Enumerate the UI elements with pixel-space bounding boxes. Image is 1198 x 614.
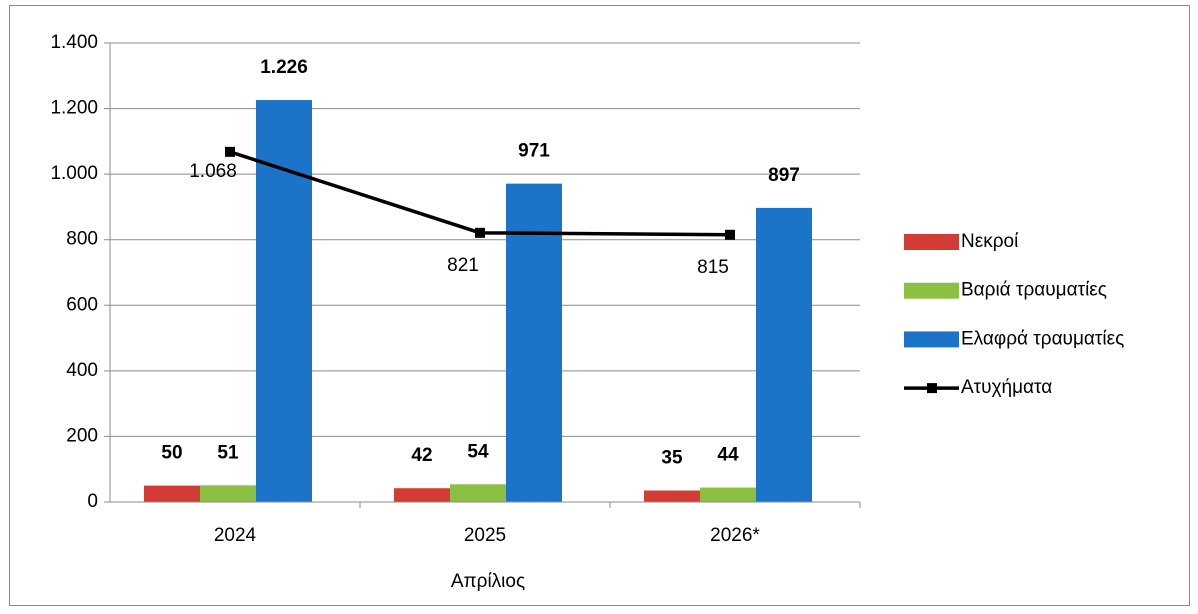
legend-marker	[927, 383, 937, 394]
y-tick-label: 0	[87, 491, 98, 512]
bar	[200, 485, 256, 502]
y-tick-label: 1.000	[50, 163, 98, 184]
line-value-label: 1.068	[189, 161, 237, 182]
legend-swatch	[904, 282, 959, 299]
bar	[256, 100, 312, 502]
x-tick-label: 2025	[464, 525, 506, 546]
bar	[144, 485, 200, 502]
bar-value-label: 1.226	[260, 57, 308, 78]
bar	[700, 487, 756, 502]
bar-value-label: 42	[411, 445, 432, 466]
bar-value-label: 51	[217, 442, 239, 463]
y-tick-label: 600	[66, 294, 98, 315]
y-tick-label: 200	[66, 425, 98, 446]
bar-value-label: 54	[467, 441, 489, 462]
bar	[756, 207, 812, 502]
legend-swatch	[904, 331, 959, 348]
line-marker	[475, 227, 485, 238]
x-tick-label: 2026*	[710, 525, 760, 546]
line-value-label: 815	[697, 257, 729, 278]
x-axis-title: Απρίλιος	[451, 571, 525, 592]
line-marker	[725, 229, 735, 240]
y-tick-label: 1.200	[50, 98, 98, 119]
line-value-label: 821	[447, 255, 479, 276]
line-marker	[225, 146, 235, 157]
bar-value-label: 44	[717, 445, 739, 466]
y-tick-label: 800	[66, 229, 98, 250]
bar-value-label: 35	[661, 448, 683, 469]
legend-label: Νεκροί	[961, 231, 1019, 252]
y-tick-label: 1.400	[50, 32, 98, 53]
bar-value-label: 897	[768, 165, 800, 186]
x-tick-label: 2024	[214, 525, 257, 546]
legend-swatch	[904, 234, 959, 250]
bar-value-label: 50	[161, 443, 182, 464]
y-tick-label: 400	[66, 360, 98, 381]
legend-label: Βαριά τραυματίες	[961, 280, 1107, 301]
bar-value-label: 971	[518, 141, 550, 162]
bar	[394, 488, 450, 502]
legend-label: Ατυχήματα	[961, 377, 1052, 398]
bar	[506, 183, 562, 503]
legend-label: Ελαφρά τραυματίες	[961, 328, 1124, 349]
bar	[644, 490, 700, 502]
bar	[450, 484, 506, 502]
